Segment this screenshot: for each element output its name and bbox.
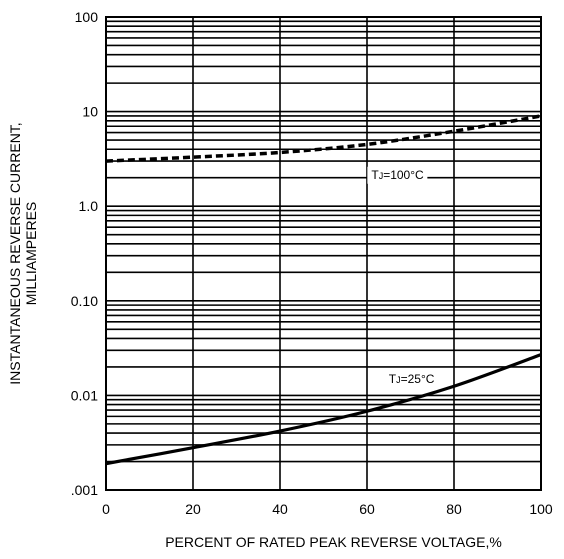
annotation-background — [367, 166, 428, 184]
y-tick-label: 10 — [82, 104, 98, 120]
x-tick-label: 100 — [529, 501, 553, 517]
annotation-background — [384, 371, 438, 389]
y-tick-label: .001 — [71, 482, 98, 498]
plot-area — [106, 17, 541, 490]
annotation-label: TJ=100°C — [371, 168, 424, 182]
x-tick-label: 40 — [272, 501, 288, 517]
y-tick-label: 100 — [75, 9, 99, 25]
y-tick-label: 1.0 — [79, 198, 99, 214]
series-annotation: TJ=25°C — [384, 371, 438, 389]
series-line-tj-25c — [105, 353, 542, 466]
y-axis-title-line: MILLIAMPERES — [23, 202, 39, 305]
x-tick-label: 20 — [185, 501, 201, 517]
y-axis-title-line: INSTANTANEOUS REVERSE CURRENT, — [7, 122, 23, 384]
series-line-tj-100c — [105, 114, 542, 163]
plot-frame — [105, 16, 542, 491]
x-tick-label: 60 — [359, 501, 375, 517]
y-tick-label: 0.01 — [71, 387, 98, 403]
annotation-label: TJ=25°C — [389, 372, 435, 386]
x-tick-label: 80 — [446, 501, 462, 517]
y-tick-label: 0.10 — [71, 293, 98, 309]
x-tick-label: 0 — [102, 501, 110, 517]
series-annotation: TJ=100°C — [367, 166, 428, 184]
x-axis-title: PERCENT OF RATED PEAK REVERSE VOLTAGE,% — [165, 534, 502, 550]
